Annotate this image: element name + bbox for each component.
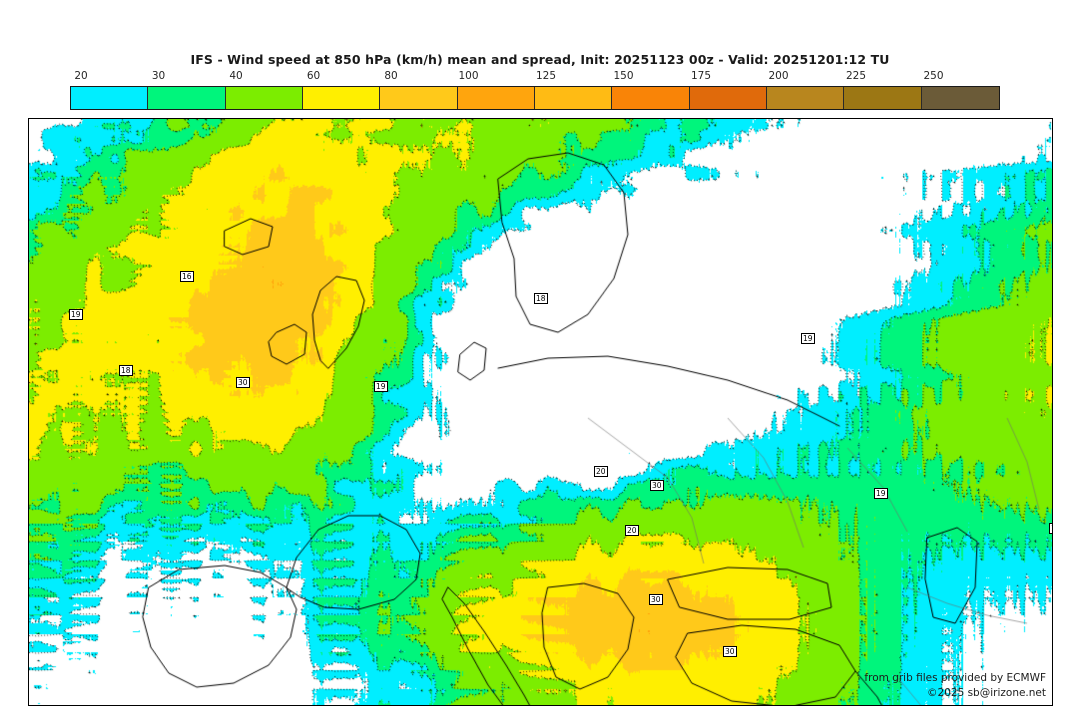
page-title: IFS - Wind speed at 850 hPa (km/h) mean … [190, 52, 890, 67]
colorbar-tick-label: 200 [768, 70, 789, 82]
colorbar-tick-label: 80 [384, 70, 398, 82]
colorbar-tick-label: 150 [613, 70, 634, 82]
colorbar-segment [302, 87, 381, 109]
contour-label: 18 [119, 365, 133, 376]
colorbar-tick-label: 175 [690, 70, 712, 82]
colorbar-tick-label: 225 [845, 70, 867, 82]
contour-label: 19 [69, 309, 83, 320]
contour-label: 30 [236, 377, 250, 388]
contour-label: 19 [801, 333, 815, 344]
colorbar-segment [225, 87, 303, 109]
contour-label: 18 [534, 293, 548, 304]
contour-label: 16 [180, 271, 194, 282]
map-plot-area[interactable]: from grib files provided by ECMWF ©2025 … [28, 118, 1053, 706]
colorbar-segment [689, 87, 767, 109]
colorbar-tick-label: 40 [229, 70, 243, 82]
colorbar-segment [612, 87, 690, 109]
colorbar-tick-label: 20 [74, 70, 88, 82]
colorbar: 20 30 40 60 80 100 125 150 175 200 225 250 [70, 70, 1000, 110]
colorbar-tick-label: 250 [923, 70, 944, 82]
colorbar-segment [844, 87, 922, 109]
contour-label: 20 [625, 525, 639, 536]
colorbar-tick-label: 100 [458, 70, 479, 82]
colorbar-segment [148, 87, 226, 109]
colorbar-tick-label: 60 [306, 70, 321, 82]
contour-label: 30 [650, 480, 664, 491]
colorbar-segment [766, 87, 845, 109]
contour-label: 10 [1049, 523, 1052, 534]
contour-label: 19 [874, 488, 888, 499]
contour-label: 20 [594, 466, 608, 477]
colorbar-segment [457, 87, 535, 109]
contour-label: 30 [649, 594, 663, 605]
contour-label: 30 [723, 646, 737, 657]
contour-label: 19 [374, 381, 388, 392]
colorbar-scale [70, 86, 1000, 110]
colorbar-segment [921, 87, 999, 109]
wind-speed-field [29, 119, 1052, 705]
colorbar-segment [380, 87, 458, 109]
colorbar-tick-label: 125 [535, 70, 557, 82]
colorbar-segment [71, 87, 149, 109]
colorbar-segment [534, 87, 613, 109]
colorbar-tick-label: 30 [151, 70, 166, 82]
